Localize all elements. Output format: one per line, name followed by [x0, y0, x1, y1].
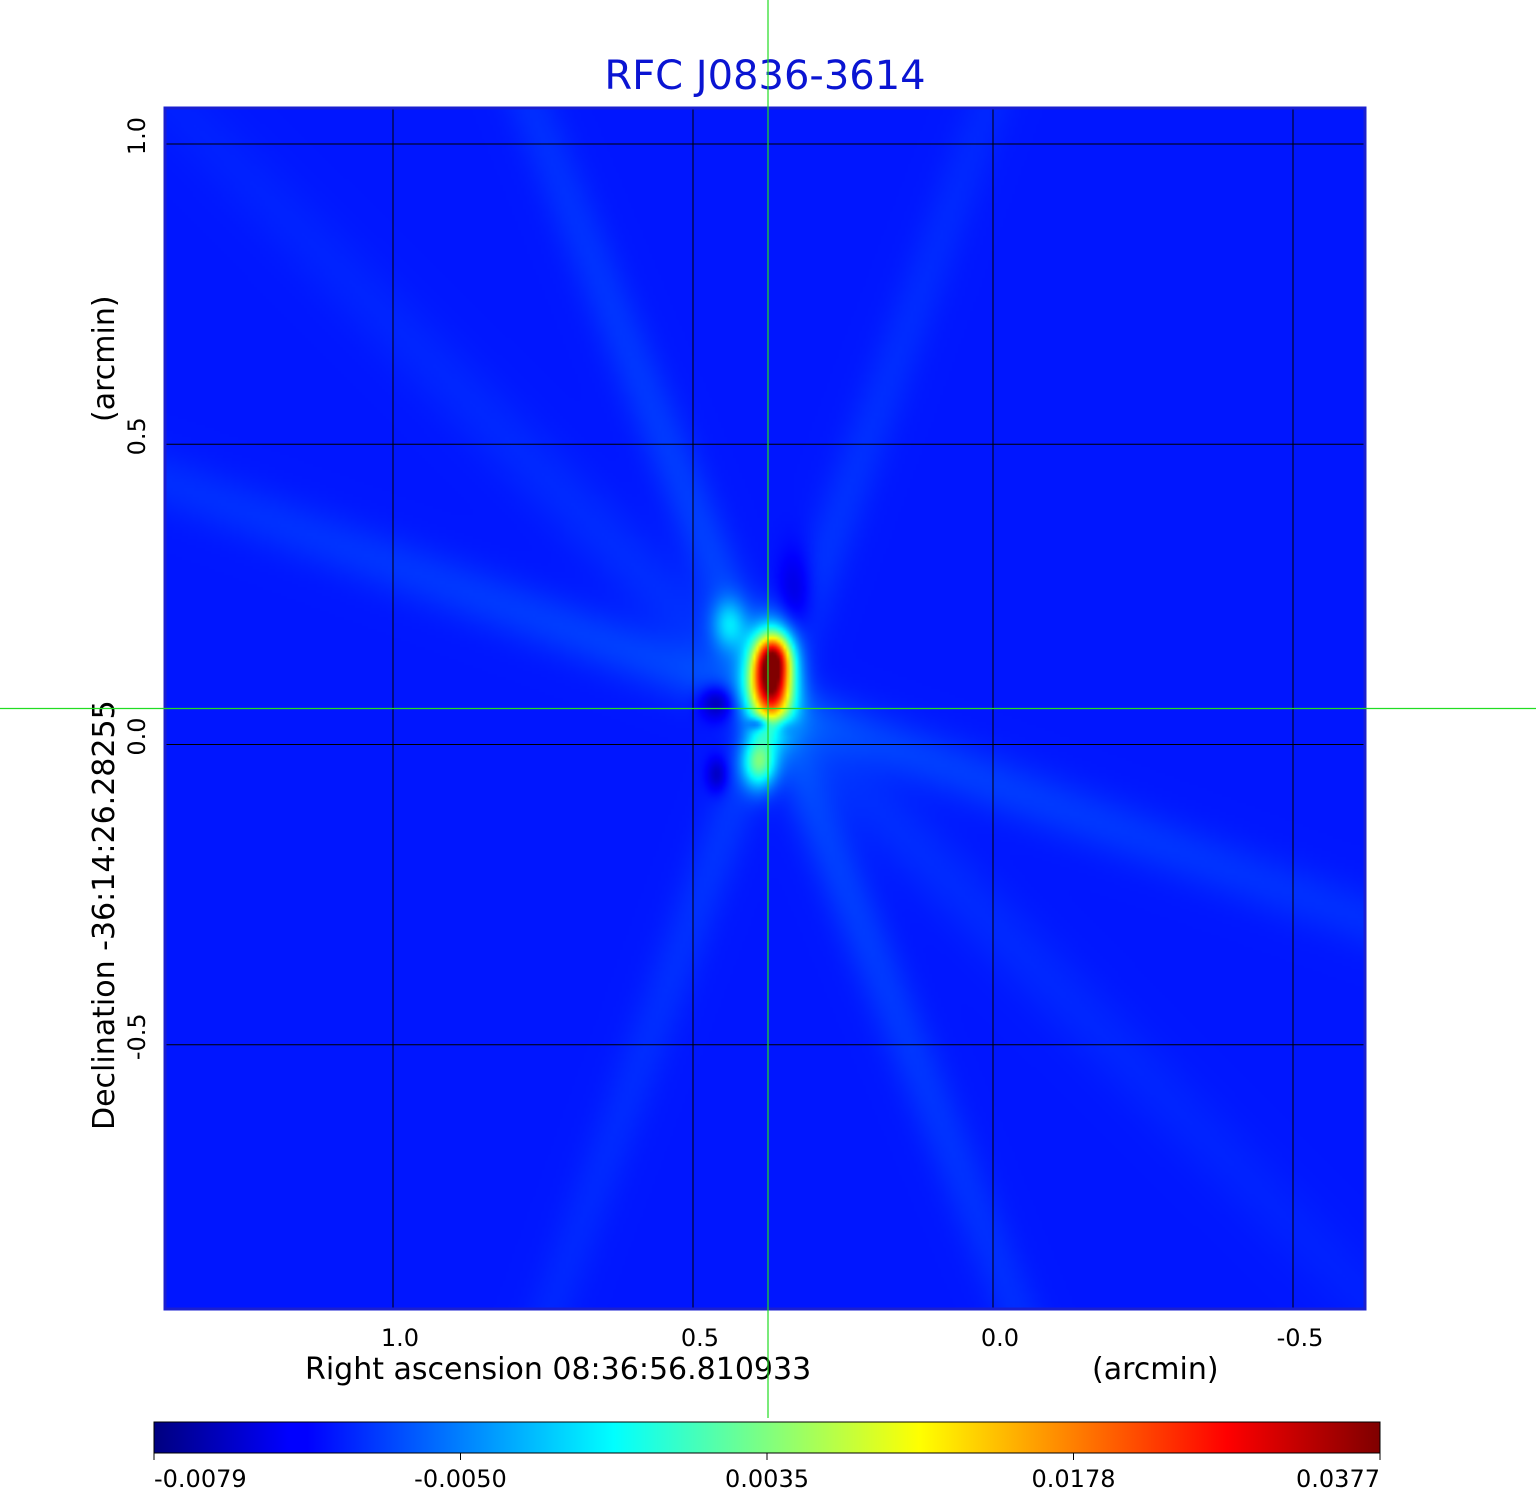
- y-axis-label: Declination -36:14:26.28255: [87, 700, 122, 1130]
- x-tick-label-2: 0.0: [981, 1324, 1019, 1352]
- y-tick-label-1: 0.5: [123, 417, 151, 455]
- y-tick-labels: 1.0 0.5 0.0 -0.5: [123, 117, 151, 1060]
- x-tick-label-1: 0.5: [681, 1324, 719, 1352]
- colorbar-tick-label-2: 0.0035: [725, 1465, 809, 1493]
- x-axis-unit: (arcmin): [1092, 1352, 1219, 1387]
- y-axis-unit: (arcmin): [87, 295, 122, 422]
- x-tick-label-3: -0.5: [1277, 1324, 1324, 1352]
- y-tick-label-3: -0.5: [123, 1013, 151, 1060]
- colorbar: [153, 1421, 1381, 1454]
- colorbar-tick-label-1: -0.0050: [414, 1465, 507, 1493]
- y-tick-label-2: 0.0: [123, 717, 151, 755]
- colorbar-tick-label-4: 0.0377: [1296, 1465, 1380, 1493]
- colorbar-tick-label-0: -0.0079: [154, 1465, 247, 1493]
- chart-title: RFC J0836-3614: [604, 53, 925, 99]
- colorbar-tick-label-3: 0.0178: [1032, 1465, 1116, 1493]
- y-tick-label-0: 1.0: [123, 117, 151, 155]
- x-axis-label: Right ascension 08:36:56.810933: [305, 1352, 811, 1387]
- x-tick-labels: 1.0 0.5 0.0 -0.5: [381, 1324, 1324, 1352]
- x-tick-label-0: 1.0: [381, 1324, 419, 1352]
- colorbar-tick-labels: -0.0079 -0.0050 0.0035 0.0178 0.0377: [153, 1453, 1381, 1493]
